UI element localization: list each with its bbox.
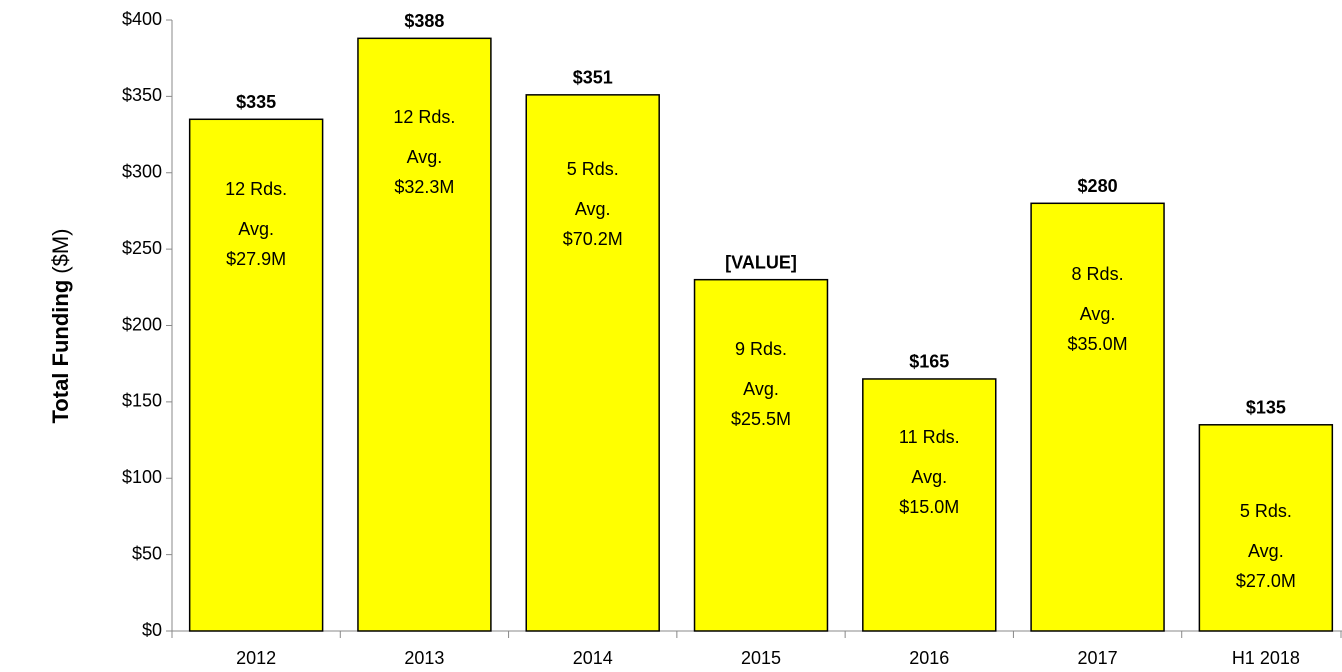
rounds-label: 12 Rds. — [393, 107, 455, 127]
bar — [862, 378, 997, 632]
x-tick-label: 2013 — [404, 648, 444, 668]
avg-value: $27.0M — [1236, 571, 1296, 591]
x-tick-label: H1 2018 — [1232, 648, 1300, 668]
value-label: $165 — [909, 352, 949, 372]
avg-value: $15.0M — [899, 497, 959, 517]
avg-label: Avg. — [575, 199, 611, 219]
avg-label: Avg. — [1080, 304, 1116, 324]
bar — [693, 278, 829, 632]
rounds-label: 9 Rds. — [735, 339, 787, 359]
value-label: [VALUE] — [725, 252, 797, 272]
avg-value: $27.9M — [226, 249, 286, 269]
avg-label: Avg. — [743, 379, 779, 399]
y-tick-label: $0 — [142, 620, 162, 640]
y-tick-label: $350 — [122, 85, 162, 105]
y-tick-label: $100 — [122, 467, 162, 487]
y-axis-label: Total Funding ($M) — [48, 229, 73, 424]
avg-label: Avg. — [407, 147, 443, 167]
x-tick-label: 2014 — [573, 648, 613, 668]
rounds-label: 5 Rds. — [1240, 501, 1292, 521]
rounds-label: 5 Rds. — [567, 159, 619, 179]
value-label: $351 — [573, 68, 613, 88]
avg-value: $32.3M — [394, 177, 454, 197]
avg-label: Avg. — [238, 219, 274, 239]
y-tick-label: $200 — [122, 314, 162, 334]
avg-value: $70.2M — [563, 229, 623, 249]
value-label: $335 — [236, 92, 276, 112]
y-tick-label: $300 — [122, 162, 162, 182]
avg-label: Avg. — [1248, 541, 1284, 561]
avg-value: $25.5M — [731, 409, 791, 429]
x-tick-label: 2012 — [236, 648, 276, 668]
y-tick-label: $50 — [132, 543, 162, 563]
y-tick-label: $150 — [122, 391, 162, 411]
rounds-label: 11 Rds. — [899, 427, 960, 447]
avg-label: Avg. — [911, 467, 947, 487]
value-label: $135 — [1246, 398, 1286, 418]
bar — [525, 94, 660, 632]
rounds-label: 12 Rds. — [225, 179, 287, 199]
avg-value: $35.0M — [1068, 334, 1128, 354]
value-label: $280 — [1078, 176, 1118, 196]
bar — [1030, 202, 1165, 632]
x-tick-label: 2015 — [741, 648, 781, 668]
bar — [357, 37, 492, 632]
y-axis-label-main: Total Funding — [48, 280, 73, 424]
value-label: $388 — [404, 11, 444, 31]
bar — [188, 118, 324, 632]
bar — [1198, 424, 1334, 632]
rounds-label: 8 Rds. — [1072, 264, 1124, 284]
y-axis-label-unit: ($M) — [48, 229, 73, 274]
x-tick-label: 2016 — [909, 648, 949, 668]
y-tick-label: $400 — [122, 9, 162, 29]
x-tick-label: 2017 — [1078, 648, 1118, 668]
y-tick-label: $250 — [122, 238, 162, 258]
